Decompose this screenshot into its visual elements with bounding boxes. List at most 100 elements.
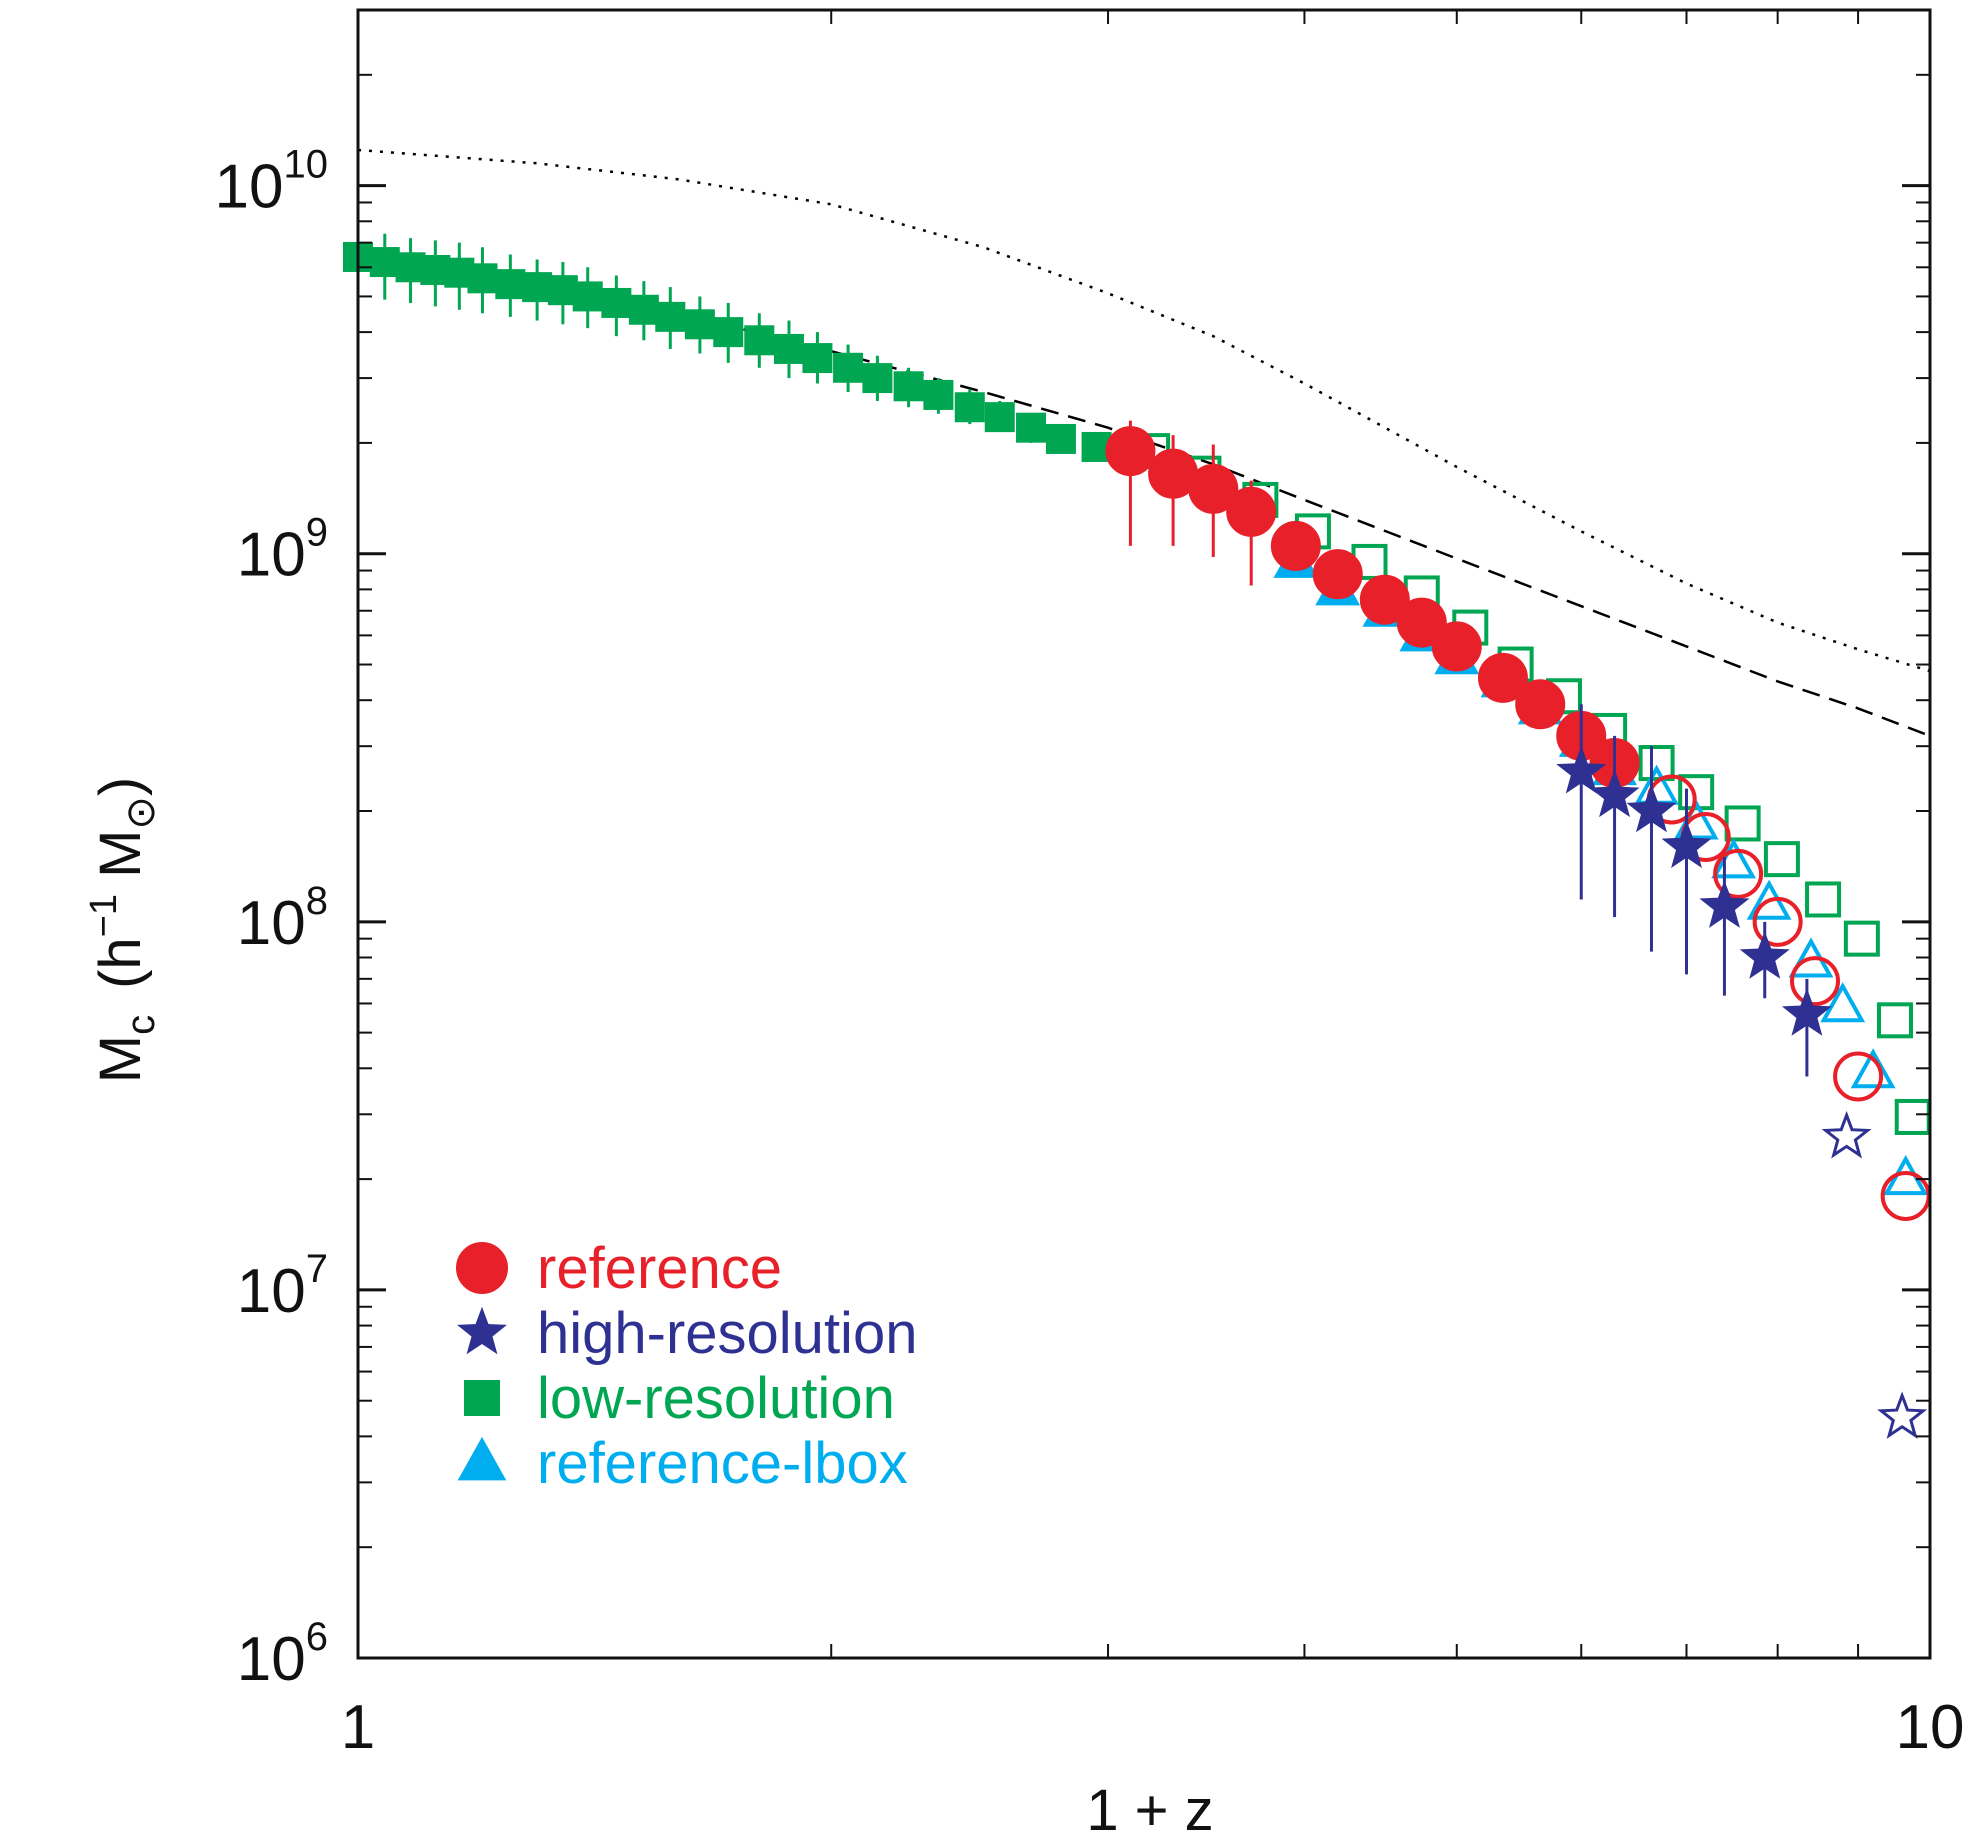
y-tick-label: 106 <box>237 1615 328 1694</box>
dotted-model-curve <box>357 148 1931 673</box>
y-tick-label-base: 10 <box>237 1625 306 1694</box>
data-point <box>1016 412 1047 443</box>
data-point <box>713 317 744 348</box>
y-tick-label: 1010 <box>215 143 328 222</box>
legend-item-reference: reference <box>456 1236 782 1301</box>
data-point <box>1876 1002 1913 1039</box>
data-point <box>1894 1098 1931 1135</box>
data-point <box>1045 423 1076 454</box>
data-point <box>1188 463 1239 514</box>
series-reference-lbox <box>1273 537 1929 1196</box>
data-point <box>1833 1051 1884 1102</box>
svg-text:Mc(h−1 M⊙): Mc(h−1 M⊙) <box>83 777 163 1084</box>
data-point <box>655 301 686 332</box>
y-tick-label-exponent: 9 <box>306 511 328 555</box>
data-point <box>495 269 526 300</box>
data-point <box>1724 805 1761 842</box>
data-point <box>1739 931 1790 979</box>
data-point <box>1515 679 1566 730</box>
data-point <box>467 263 498 294</box>
y-tick-label-base: 10 <box>237 1257 306 1326</box>
data-point <box>1843 920 1880 957</box>
y-axis-label-unit-close: ) <box>88 777 153 796</box>
x-tick-label: 1 <box>341 1693 375 1762</box>
data-point <box>773 333 804 364</box>
y-axis-label-main: M <box>88 1035 153 1083</box>
legend-label: low-resolution <box>537 1366 895 1431</box>
y-tick-label-exponent: 8 <box>306 879 328 923</box>
plot-area <box>343 148 1931 1439</box>
data-point <box>628 294 659 325</box>
data-point <box>1699 880 1750 928</box>
series-low-resolution <box>343 229 1931 1135</box>
data-point <box>395 252 426 283</box>
y-axis-label-unit-sun: ⊙ <box>119 796 163 830</box>
legend-item-reference-lbox: reference-lbox <box>457 1431 908 1496</box>
legend-label: reference <box>537 1236 782 1301</box>
data-point <box>1678 774 1715 811</box>
data-point <box>1820 982 1866 1023</box>
y-axis-label-subscript: c <box>119 1015 163 1035</box>
data-point <box>1270 520 1321 571</box>
data-point <box>1359 574 1410 625</box>
plot-frame <box>356 8 1932 1660</box>
data-point <box>1226 486 1277 537</box>
legend-item-low-resolution: low-resolution <box>464 1366 895 1431</box>
data-point <box>954 392 985 423</box>
y-tick-label-base: 10 <box>237 521 306 590</box>
data-point <box>1790 956 1841 1007</box>
y-axis-label-unit-exponent: −1 <box>83 894 125 937</box>
data-point <box>984 402 1015 433</box>
data-point <box>1805 881 1842 918</box>
data-point <box>893 371 924 402</box>
data-point <box>1477 652 1528 703</box>
data-point <box>1713 848 1764 899</box>
y-tick-label-exponent: 7 <box>306 1247 328 1291</box>
data-point <box>522 272 553 303</box>
data-point <box>1638 745 1675 782</box>
data-point <box>802 343 833 374</box>
y-tick-label: 109 <box>237 511 328 590</box>
data-point <box>1763 841 1800 878</box>
legend-marker-star <box>457 1306 507 1355</box>
y-axis-label: Mc(h−1 M⊙) <box>83 777 163 1084</box>
data-point <box>1431 621 1482 672</box>
data-point <box>923 379 954 410</box>
data-point <box>1752 896 1803 947</box>
data-point <box>1556 745 1607 794</box>
data-point <box>744 325 775 356</box>
data-point <box>572 281 603 312</box>
y-axis-label-unit-mass: M <box>88 830 153 894</box>
data-point <box>601 287 632 318</box>
data-point <box>1626 784 1677 833</box>
x-axis-label: 1 + z <box>1086 1778 1213 1843</box>
y-tick-label-exponent: 10 <box>284 143 329 187</box>
data-point <box>1589 769 1640 818</box>
y-tick-label: 108 <box>237 879 328 958</box>
data-point <box>1634 764 1680 805</box>
data-point <box>833 352 864 383</box>
data-point <box>1877 1391 1928 1439</box>
y-tick-label-base: 10 <box>215 153 284 222</box>
data-point <box>684 309 715 340</box>
data-point <box>1396 597 1447 648</box>
data-point <box>1821 1110 1872 1159</box>
y-tick-label-base: 10 <box>237 889 306 958</box>
legend-label: high-resolution <box>537 1301 917 1366</box>
data-point <box>1312 549 1363 600</box>
legend-label: reference-lbox <box>537 1431 908 1496</box>
data-point <box>1081 431 1112 462</box>
data-point <box>1781 988 1832 1036</box>
y-axis-label-unit-open: (h <box>88 937 153 989</box>
data-point <box>547 275 578 306</box>
series-high-resolution <box>1556 704 1928 1439</box>
x-tick-label: 10 <box>1896 1693 1965 1762</box>
legend: referencehigh-resolutionlow-resolutionre… <box>456 1236 917 1496</box>
data-point <box>862 363 893 394</box>
legend-marker-circle <box>456 1242 508 1294</box>
legend-marker-triangle <box>457 1436 507 1481</box>
legend-item-high-resolution: high-resolution <box>457 1301 917 1366</box>
y-tick-label: 107 <box>237 1247 328 1326</box>
